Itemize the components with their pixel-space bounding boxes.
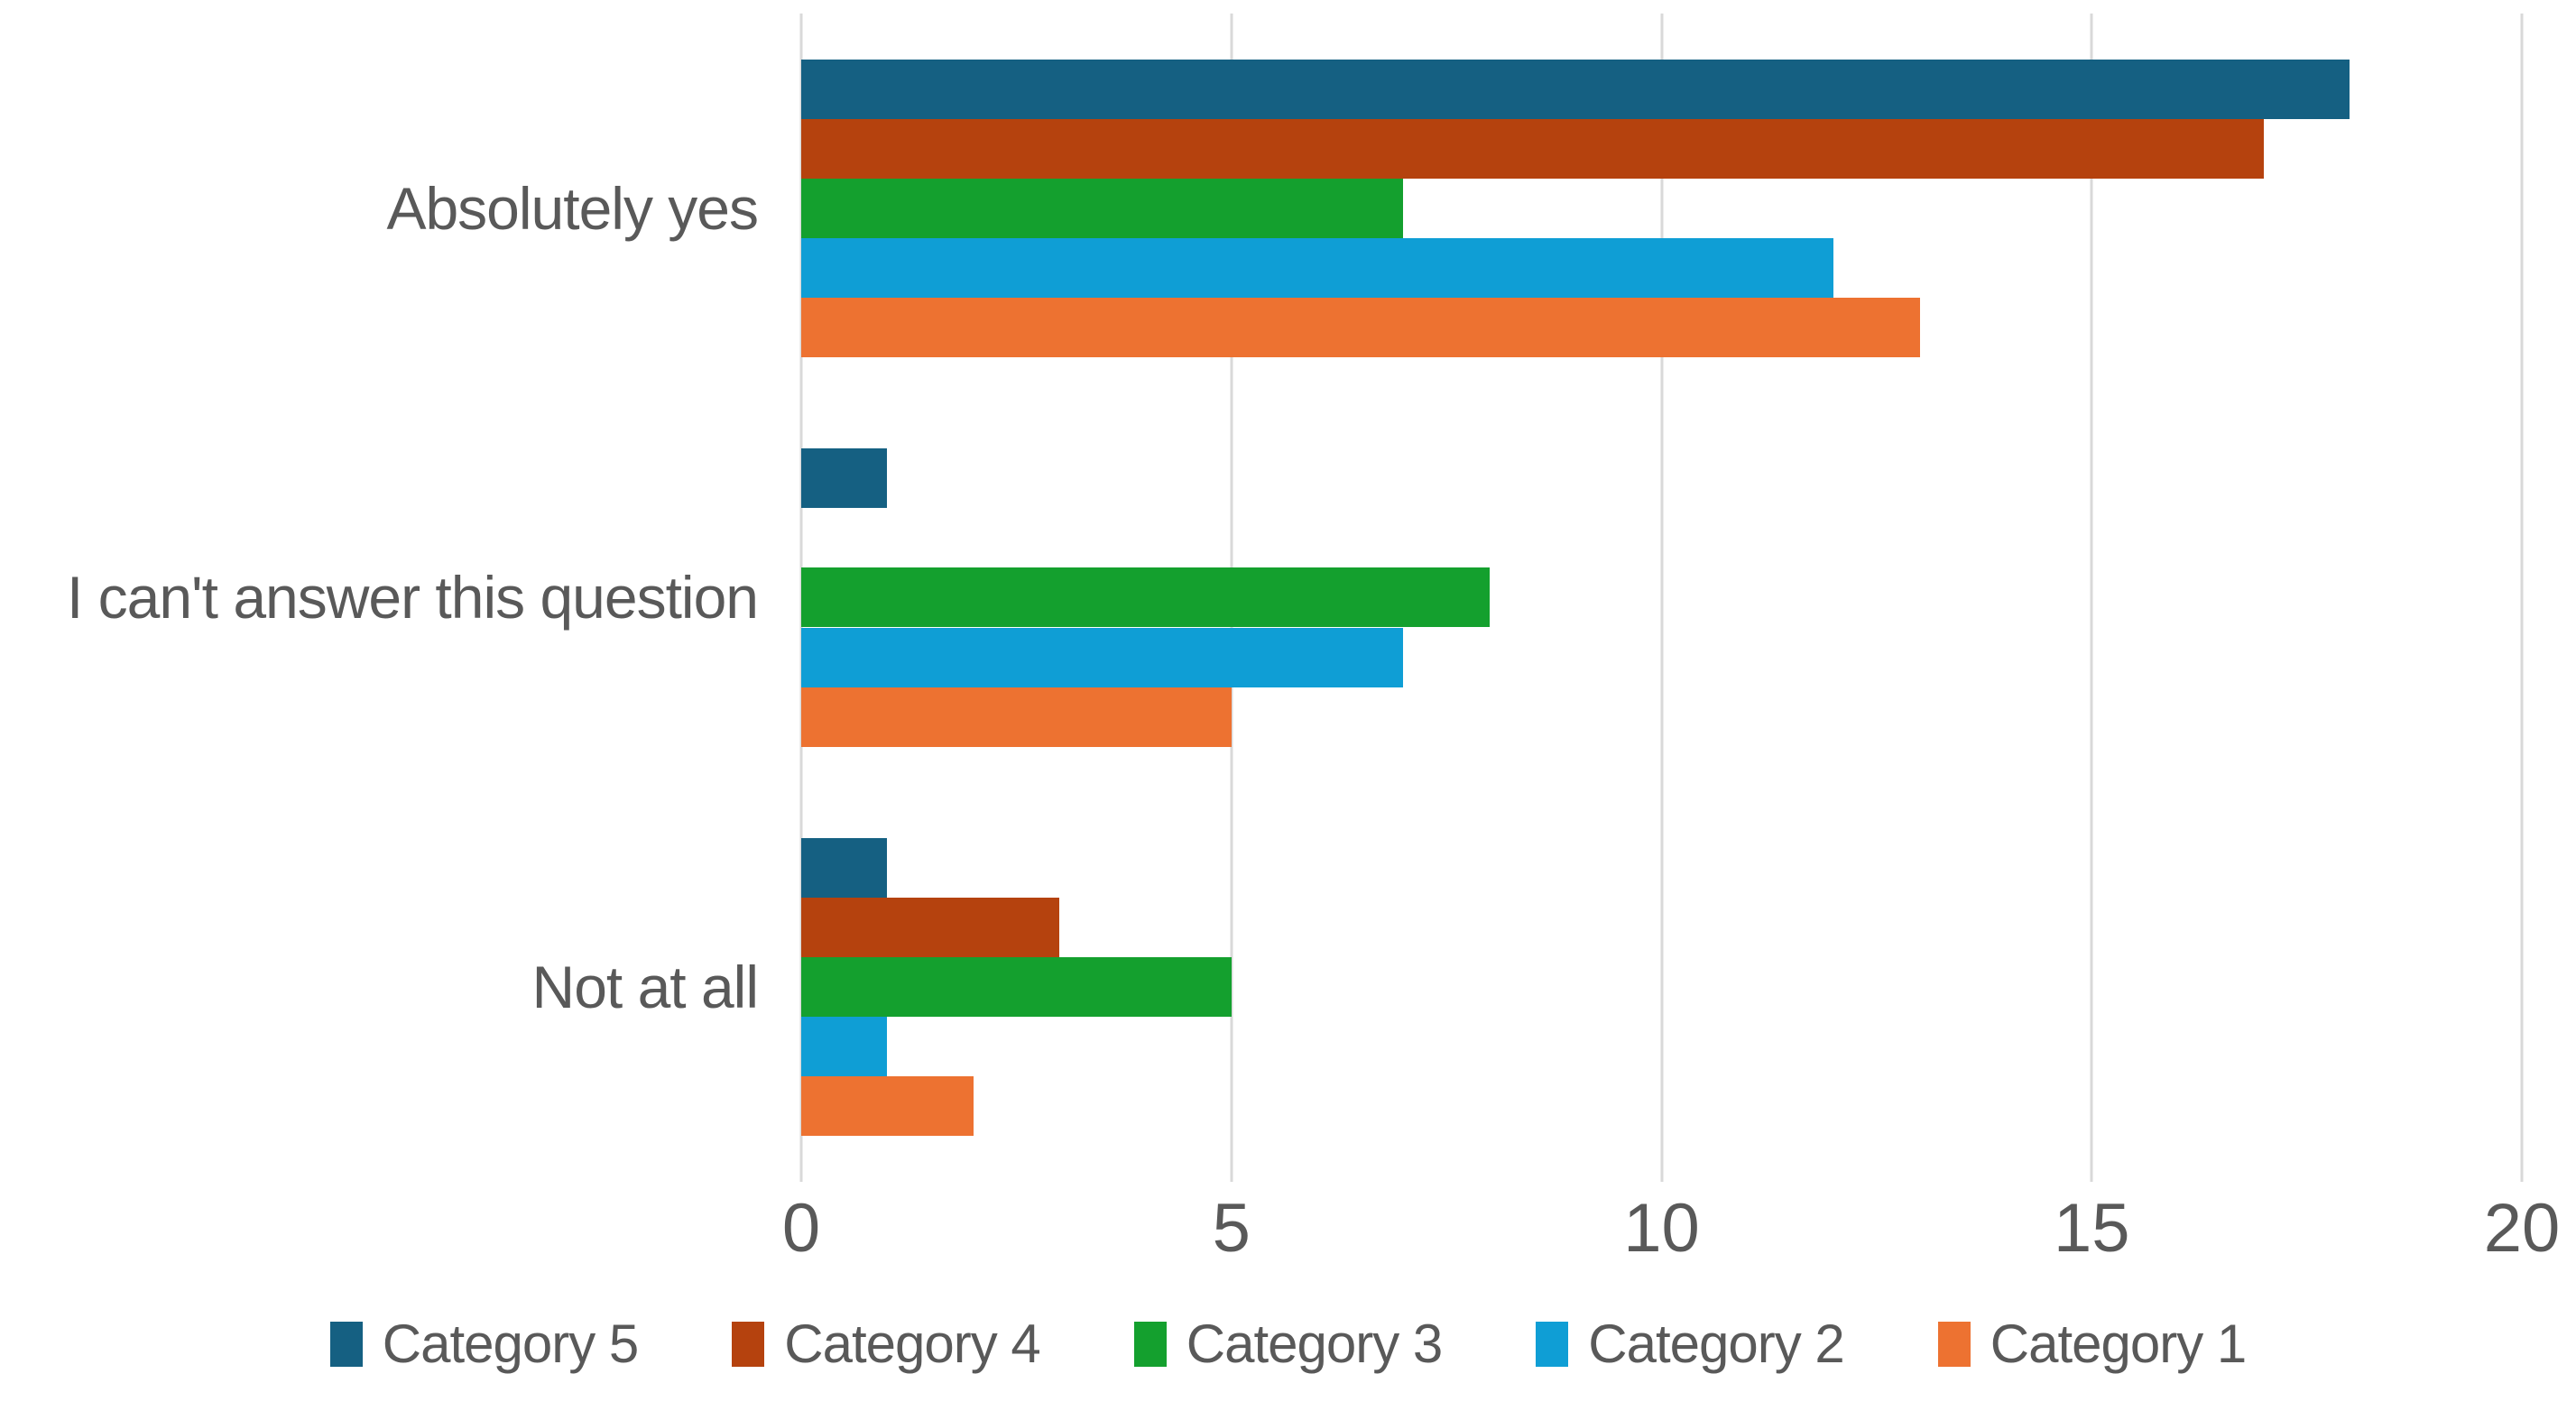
legend-swatch-category-3 — [1133, 1321, 1167, 1367]
x-axis-tick-label: 0 — [781, 1190, 821, 1267]
x-axis-tick-label: 5 — [1212, 1190, 1251, 1267]
bar-category-3-absolutely-yes — [801, 178, 1404, 238]
bar-category-5-absolutely-yes — [801, 59, 2350, 119]
bar-category-2-absolutely-yes — [801, 237, 1834, 298]
legend: Category 5 Category 4 Category 3 Category 2… — [0, 1313, 2576, 1375]
gridline-x-20 — [2520, 14, 2524, 1182]
legend-swatch-category-2 — [1536, 1321, 1569, 1367]
y-axis-category-label: Not at all — [531, 954, 759, 1021]
bar-category-2-not-at-all — [801, 1017, 888, 1077]
legend-item-category-4: Category 4 — [732, 1313, 1041, 1375]
legend-item-category-2: Category 2 — [1536, 1313, 1845, 1375]
gridline-x-10 — [1660, 14, 1663, 1182]
gridline-x-15 — [2090, 14, 2093, 1182]
legend-swatch-category-4 — [732, 1321, 765, 1367]
bar-category-1-absolutely-yes — [801, 297, 1920, 357]
category-band-i-can-t-answer-this-question — [801, 403, 2522, 793]
x-axis-tick-label: 20 — [2483, 1190, 2561, 1267]
y-axis-category-label: Absolutely yes — [386, 174, 759, 242]
bar-category-1-not-at-all — [801, 1076, 974, 1137]
bar-category-2-i-can-t-answer-this-question — [801, 627, 1404, 687]
category-band-not-at-all — [801, 792, 2522, 1182]
legend-swatch-category-1 — [1937, 1321, 1971, 1367]
legend-item-category-1: Category 1 — [1937, 1313, 2247, 1375]
legend-label: Category 3 — [1186, 1314, 1443, 1374]
bar-category-3-i-can-t-answer-this-question — [801, 567, 1490, 628]
legend-label: Category 5 — [382, 1314, 639, 1374]
x-axis-labels: 0 5 10 15 20 — [782, 1189, 2560, 1279]
legend-label: Category 4 — [784, 1314, 1040, 1374]
bar-category-4-absolutely-yes — [801, 118, 2264, 179]
category-band-absolutely-yes — [801, 14, 2522, 403]
legend-item-category-3: Category 3 — [1133, 1313, 1443, 1375]
x-axis-tick-label: 10 — [1623, 1190, 1700, 1267]
legend-item-category-5: Category 5 — [329, 1313, 639, 1375]
legend-label: Category 2 — [1588, 1314, 1844, 1374]
y-axis-category-label: I can't answer this question — [66, 564, 759, 632]
legend-label: Category 1 — [1990, 1314, 2247, 1374]
y-axis-labels: Absolutely yes I can't answer this questi… — [0, 14, 759, 1182]
plot-area — [799, 14, 2524, 1182]
x-axis-tick-label: 15 — [2053, 1190, 2130, 1267]
bar-category-5-i-can-t-answer-this-question — [801, 448, 888, 509]
legend-swatch-category-5 — [329, 1321, 363, 1367]
bar-category-3-not-at-all — [801, 957, 1232, 1018]
bar-category-1-i-can-t-answer-this-question — [801, 687, 1232, 747]
bar-category-4-not-at-all — [801, 898, 1060, 958]
bar-category-5-not-at-all — [801, 838, 888, 899]
